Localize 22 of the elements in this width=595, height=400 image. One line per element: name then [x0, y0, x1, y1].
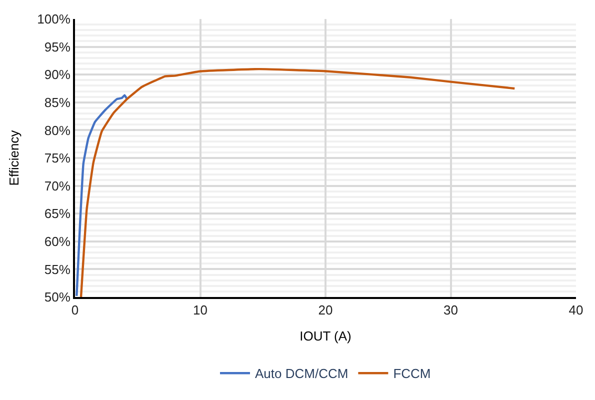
- y-tick-label: 80%: [44, 122, 71, 138]
- x-tick-label: 40: [568, 302, 584, 318]
- y-tick-label: 65%: [44, 206, 71, 222]
- y-tick-label: 90%: [44, 67, 71, 82]
- y-tick-label: 50%: [44, 290, 71, 305]
- line-series: [76, 94, 128, 297]
- line-series: [80, 68, 516, 297]
- y-tick-label: 85%: [44, 94, 71, 110]
- y-axis-title: Efficiency: [6, 130, 22, 186]
- legend-label: Auto DCM/CCM: [255, 366, 348, 382]
- y-tick-label: 75%: [44, 150, 71, 166]
- y-tick-label: 100%: [37, 12, 71, 27]
- x-tick-label: 20: [318, 302, 333, 318]
- y-tick-label: 95%: [44, 39, 71, 54]
- x-tick-label: 0: [71, 302, 79, 318]
- x-axis-title: IOUT (A): [300, 328, 352, 344]
- legend-label: FCCM: [393, 366, 431, 382]
- x-tick-label: 10: [193, 302, 208, 318]
- y-tick-label: 70%: [44, 178, 71, 194]
- x-tick-label: 30: [444, 302, 458, 318]
- y-tick-label: 60%: [44, 234, 71, 249]
- y-tick-label: 55%: [44, 262, 71, 277]
